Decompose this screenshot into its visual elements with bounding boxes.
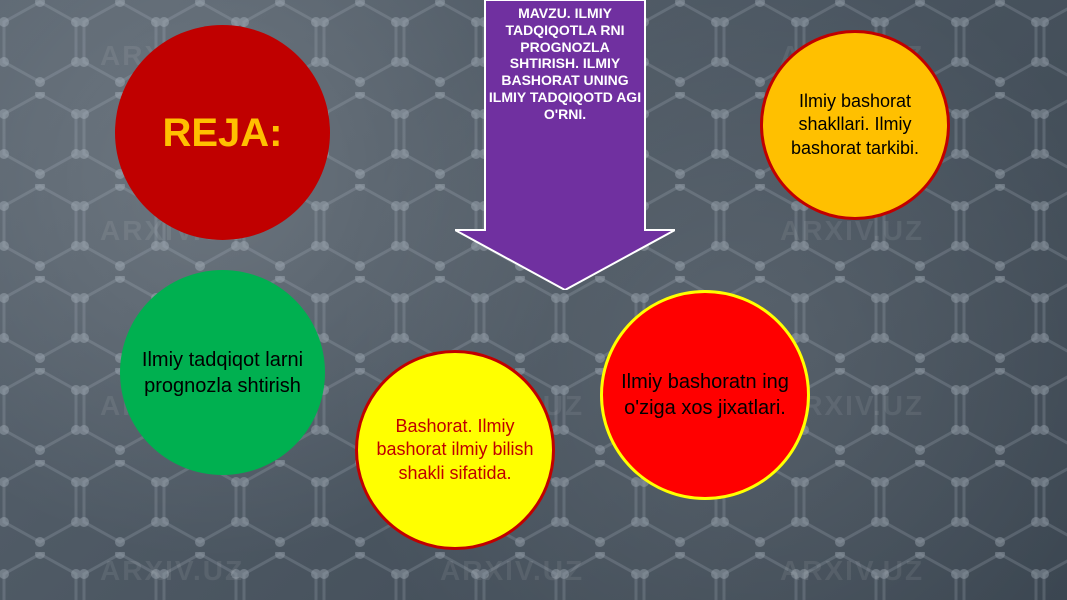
circle-text-ilmiy-bashorat-shakllari: Ilmiy bashorat shakllari. Ilmiy bashorat… — [778, 90, 932, 160]
topic-arrow: MAVZU. ILMIY TADQIQOTLA RNI PROGNOZLA SH… — [455, 0, 675, 290]
circle-text-ilmiy-tadqiqot: Ilmiy tadqiqot larni prognozla shtirish — [135, 347, 310, 399]
circle-ilmiy-tadqiqot: Ilmiy tadqiqot larni prognozla shtirish — [120, 270, 325, 475]
circle-reja: REJA: — [115, 25, 330, 240]
circle-bashorat: Bashorat. Ilmiy bashorat ilmiy bilish sh… — [355, 350, 555, 550]
circle-text-reja: REJA: — [162, 107, 282, 159]
circle-ilmiy-bashorat-shakllari: Ilmiy bashorat shakllari. Ilmiy bashorat… — [760, 30, 950, 220]
circle-ilmiy-bashoratning: Ilmiy bashoratn ing o'ziga xos jixatlari… — [600, 290, 810, 500]
arrow-text: MAVZU. ILMIY TADQIQOTLA RNI PROGNOZLA SH… — [485, 5, 645, 123]
watermark-text: ARXIV.UZ — [440, 555, 584, 587]
watermark-text: ARXIV.UZ — [780, 555, 924, 587]
circle-text-bashorat: Bashorat. Ilmiy bashorat ilmiy bilish sh… — [373, 415, 537, 485]
watermark-text: ARXIV.UZ — [100, 555, 244, 587]
circle-text-ilmiy-bashoratning: Ilmiy bashoratn ing o'ziga xos jixatlari… — [618, 369, 792, 421]
